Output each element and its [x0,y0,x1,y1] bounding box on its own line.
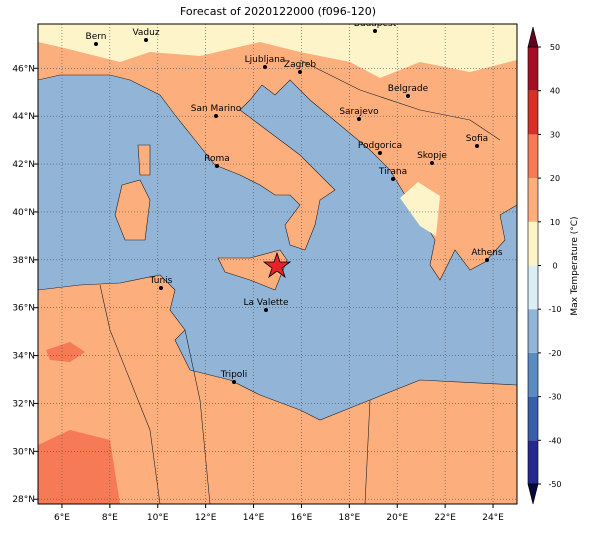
border [184,329,211,504]
city-label: Ljubljana [245,55,286,65]
title: Forecast of 2020122000 (f096-120) [180,5,376,18]
border [299,59,501,141]
colorbar-tick-label: 20 [550,174,560,183]
city-label: Roma [204,154,230,164]
city-dot [214,114,218,118]
city-label: Belgrade [388,84,429,94]
x-tick-label: 8°E [102,513,118,523]
city-dot [475,144,479,148]
city-label: Budapest [354,19,397,29]
y-tick-label: 34°N [12,352,35,362]
cool-balkans [400,182,440,236]
colorbar-tick-label: -40 [548,436,561,445]
colorbar-band [528,47,538,91]
colorbar-band [528,352,538,397]
hot-patch [46,342,85,362]
city-label: Sofia [466,134,488,144]
sardinia [114,179,151,241]
y-tick-label: 46°N [12,64,35,74]
colorbar-band [528,134,538,179]
city-dot [94,42,98,46]
colorbar: -50 -40 -30 -20 -10 0 10 20 30 40 50 [527,26,562,505]
cool-north [38,24,517,78]
city-dot [232,380,236,384]
colorbar-label: Max Temperature (°C) [570,216,580,315]
colorbar-tick-label: -10 [548,305,561,314]
border [364,399,371,504]
colorbar-tick-label: 50 [550,43,560,52]
colorbar-band [528,396,538,441]
y-tick-label: 42°N [12,160,35,170]
city-label: Podgorica [358,141,402,151]
colorbar-tick-label: 40 [550,87,560,96]
city-label: Vaduz [132,28,159,38]
colorbar-band [528,309,538,353]
colorbar-band [528,440,538,484]
x-tick-label: 24°E [482,513,504,523]
y-tick-label: 28°N [12,495,35,505]
x-tick-label: 10°E [147,513,169,523]
city-label: Tirana [378,167,407,177]
colorbar-tick-label: -30 [548,393,561,402]
city-dot [263,65,267,69]
colorbar-tick-label: 0 [552,262,557,271]
city-dot [378,151,382,155]
x-tick-label: 14°E [243,513,265,523]
colorbar-band [528,265,538,310]
grid [38,24,517,504]
city-dot [215,164,219,168]
city-label: San Marino [191,104,242,114]
city-label: Tripoli [220,370,248,380]
city-label: La Valette [244,298,289,308]
city-dot [144,38,148,42]
colorbar-band [528,90,538,135]
star-marker [262,251,292,279]
colorbar-tick-label: 10 [550,218,560,227]
colorbar-band [528,178,538,222]
corsica [137,144,151,176]
city-dot [264,308,268,312]
colorbar-tick-label: -20 [548,349,561,358]
city-dot [430,161,434,165]
x-tick-label: 20°E [386,513,408,523]
city-label: Tunis [149,276,173,286]
city-label: Skopje [417,151,447,161]
city-dot [485,258,489,262]
colorbar-tick-label: -50 [548,480,561,489]
city-label: Bern [86,32,107,42]
colorbar-under [527,483,539,505]
colorbar-tick-label: 30 [550,130,560,139]
map-frame [37,23,518,505]
city-dot [406,94,410,98]
hot-patch [38,430,120,504]
border [99,284,161,504]
y-tick-label: 40°N [12,208,35,218]
x-tick-label: 12°E [195,513,217,523]
x-tick-label: 6°E [54,513,70,523]
city-dot [298,70,302,74]
x-tick-label: 16°E [291,513,313,523]
x-tick-label: 18°E [339,513,361,523]
city-dot [373,29,377,33]
y-tick-label: 32°N [12,399,35,409]
y-tick-label: 38°N [12,256,35,266]
city-label: Sarajevo [339,107,379,117]
africa [38,274,517,504]
colorbar-over [527,26,539,48]
city-dot [391,177,395,181]
colorbar-band [528,221,538,266]
city-dot [159,286,163,290]
city-dot [357,117,361,121]
y-tick-label: 30°N [12,447,35,457]
y-tick-label: 36°N [12,304,35,314]
axes: 6°E 8°E 10°E 12°E 14°E 16°E 18°E 20°E 22°E 24°E 28… [12,64,504,523]
city-label: Athens [471,248,502,258]
city-label: Zagreb [284,60,316,70]
y-tick-label: 44°N [12,112,35,122]
x-tick-label: 22°E [434,513,456,523]
